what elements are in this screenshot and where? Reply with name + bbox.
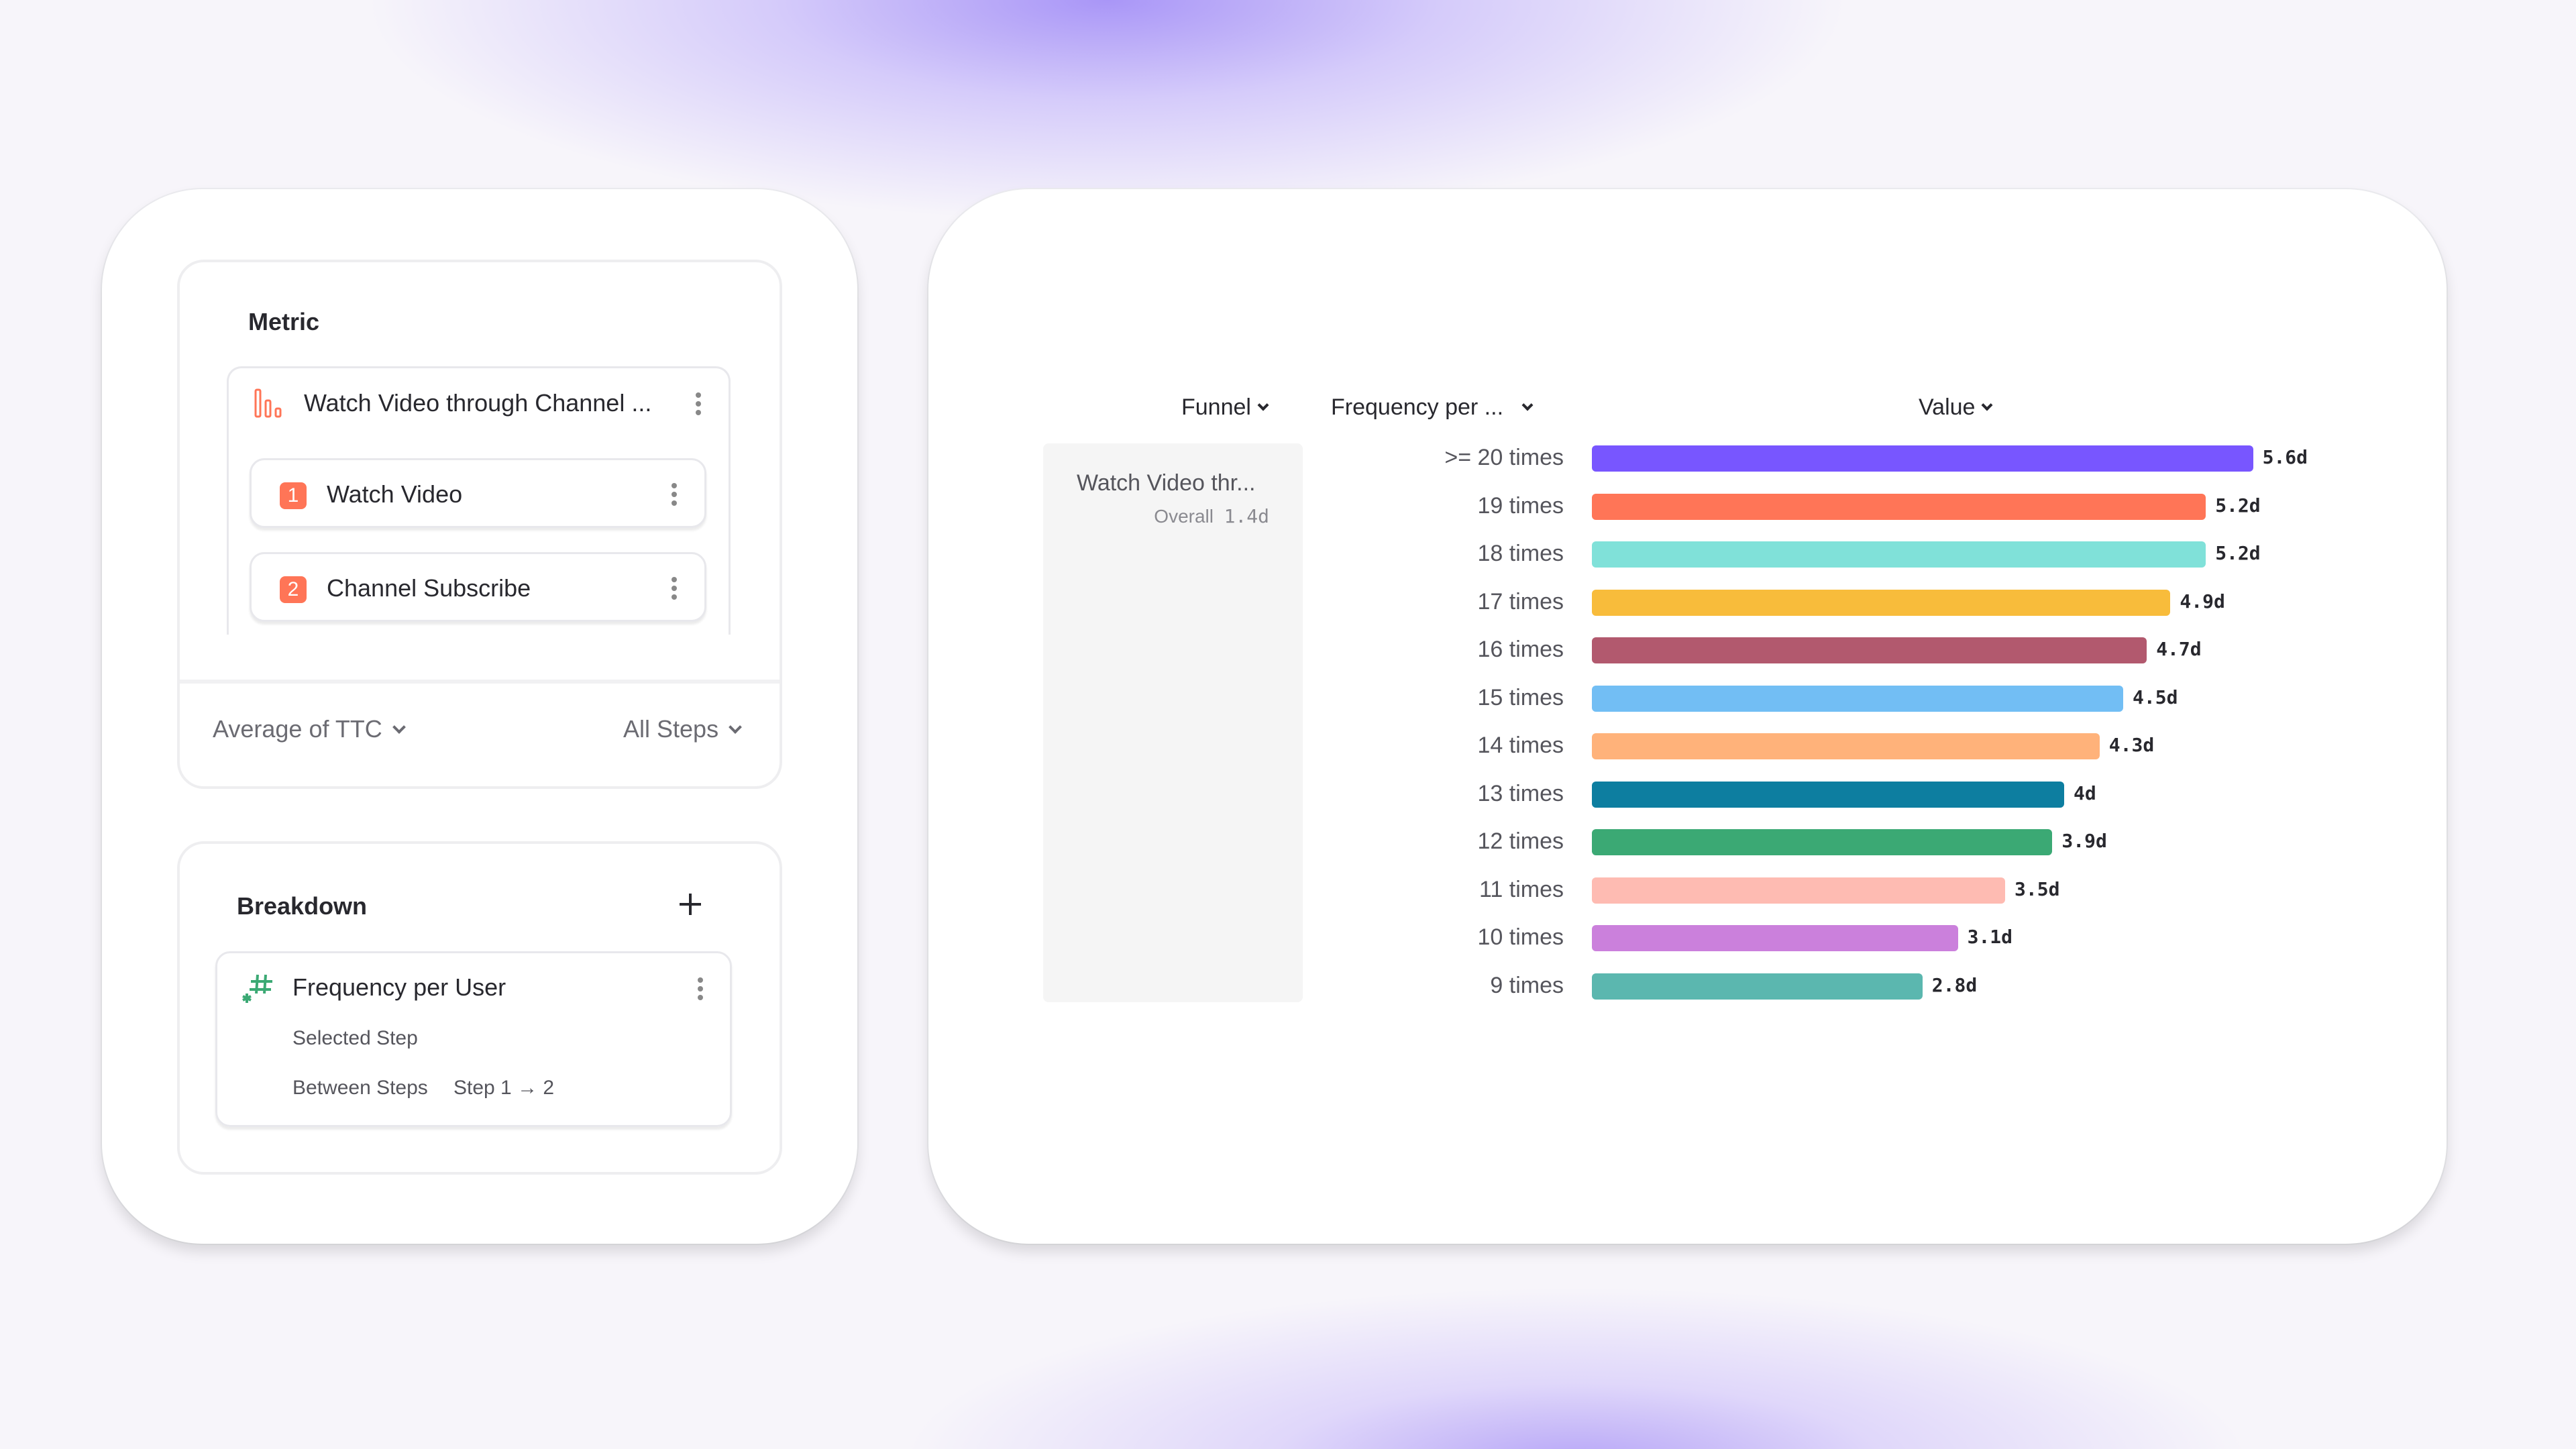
chevron-down-icon [392, 720, 406, 734]
between-steps-value[interactable]: Step 1 → 2 [453, 1077, 555, 1099]
bar[interactable] [1592, 829, 2053, 855]
bar[interactable] [1592, 685, 2123, 712]
category-label: 19 times [1477, 492, 1564, 519]
bar[interactable] [1592, 589, 2171, 616]
bar-value-label: 4.3d [2108, 734, 2155, 756]
between-steps-label: Between Steps [292, 1077, 428, 1099]
overall-summary: Overall 1.4d [1154, 505, 1269, 527]
step-more-icon[interactable] [672, 577, 677, 600]
frequency-column-header[interactable]: Frequency per ... [1331, 394, 1534, 421]
bar-value-label: 4.9d [2180, 590, 2225, 612]
value-column-header[interactable]: Value [1919, 394, 1993, 421]
step-label: Channel Subscribe [327, 574, 531, 602]
funnel-column-header[interactable]: Funnel [1181, 394, 1269, 421]
breakdown-title: Breakdown [237, 892, 368, 920]
chevron-down-icon [1521, 399, 1534, 411]
breakdown-property-card[interactable]: Frequency per User Selected Step Between… [215, 951, 732, 1127]
chevron-down-icon [1257, 399, 1269, 411]
breakdown-section: Breakdown Frequency per User Selected St… [177, 841, 782, 1175]
funnel-more-icon[interactable] [696, 392, 701, 415]
bar-value-label: 3.1d [1967, 926, 2013, 948]
step-scope-value: All Steps [623, 715, 719, 743]
bar[interactable] [1592, 637, 2147, 663]
bar-value-label: 3.5d [2015, 877, 2060, 900]
category-label: 13 times [1477, 780, 1564, 806]
step-scope-dropdown[interactable]: All Steps [623, 715, 742, 743]
selected-step-label: Selected Step [292, 1027, 418, 1049]
category-label: 9 times [1490, 972, 1564, 998]
overall-value: 1.4d [1224, 505, 1269, 527]
category-label: 16 times [1477, 637, 1564, 662]
metric-title: Metric [248, 308, 320, 335]
funnel-name: Watch Video through Channel ... [304, 389, 652, 417]
bar-value-label: 3.9d [2061, 830, 2107, 852]
aggregation-dropdown[interactable]: Average of TTC [213, 715, 406, 743]
bar[interactable] [1592, 877, 2005, 904]
category-label: >= 20 times [1444, 445, 1564, 470]
bar-value-label: 4d [2074, 782, 2096, 804]
bar-value-label: 4.5d [2133, 686, 2178, 708]
category-label: 12 times [1477, 828, 1564, 854]
numeric-property-icon [242, 974, 272, 1003]
bar-value-label: 5.2d [2215, 542, 2261, 564]
chevron-down-icon [729, 720, 742, 734]
bar-value-label: 5.2d [2215, 494, 2261, 517]
funnel-chart-icon [254, 388, 282, 418]
category-label: 11 times [1479, 876, 1564, 902]
breakdown-more-icon[interactable] [698, 977, 703, 1000]
breakdown-property-name: Frequency per User [292, 973, 506, 1001]
category-label: 14 times [1477, 733, 1564, 758]
step-more-icon[interactable] [672, 483, 677, 506]
add-breakdown-icon[interactable] [677, 891, 704, 918]
bar[interactable] [1592, 781, 2064, 808]
aggregation-value: Average of TTC [213, 715, 382, 743]
chevron-down-icon [1981, 399, 1993, 411]
bar-value-label: 4.7d [2156, 638, 2202, 660]
funnel-cell-name: Watch Video thr... [1077, 470, 1256, 496]
header-label: Funnel [1181, 394, 1251, 420]
bar-value-label: 5.6d [2262, 446, 2308, 468]
step-label: Watch Video [327, 480, 463, 508]
funnel-step-2[interactable]: 2 Channel Subscribe [250, 552, 706, 622]
bar[interactable] [1592, 733, 2100, 759]
step-number-badge: 1 [280, 482, 307, 509]
bar[interactable] [1592, 925, 1958, 951]
divider [180, 680, 780, 684]
bar-value-label: 2.8d [1931, 973, 1978, 996]
bar[interactable] [1592, 445, 2253, 472]
bar[interactable] [1592, 973, 1923, 1000]
category-label: 10 times [1477, 924, 1564, 950]
bar[interactable] [1592, 493, 2206, 520]
overall-label: Overall [1154, 506, 1214, 527]
header-label: Value [1919, 394, 1976, 420]
category-label: 15 times [1477, 684, 1564, 710]
bar[interactable] [1592, 541, 2206, 568]
funnel-cell: Watch Video thr... Overall 1.4d [1043, 443, 1303, 1002]
step-number-badge: 2 [280, 576, 307, 603]
funnel-step-1[interactable]: 1 Watch Video [250, 458, 706, 528]
funnel-metric-card[interactable]: Watch Video through Channel ... [227, 366, 731, 635]
category-label: 18 times [1477, 541, 1564, 566]
category-label: 17 times [1477, 588, 1564, 614]
header-label: Frequency per ... [1331, 394, 1504, 420]
